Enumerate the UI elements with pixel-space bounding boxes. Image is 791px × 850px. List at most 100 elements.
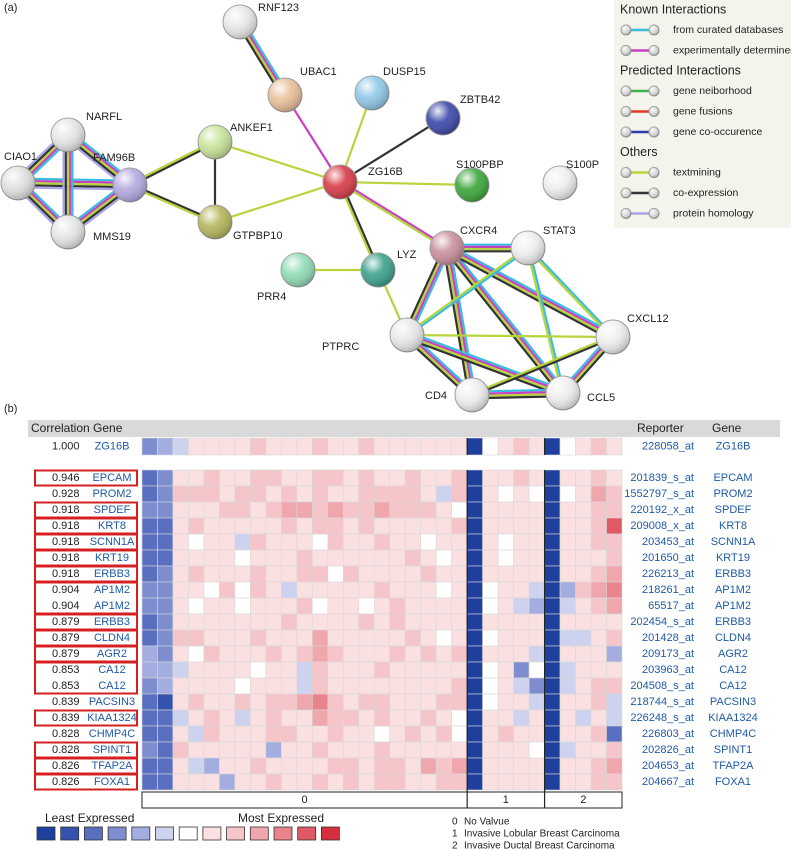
heat-cell bbox=[250, 741, 267, 759]
heat-cell bbox=[528, 645, 545, 663]
correlation: 0.879 bbox=[52, 616, 80, 628]
header-left: Correlation Gene bbox=[31, 421, 123, 435]
heat-cell bbox=[312, 469, 329, 487]
heat-cell bbox=[188, 517, 205, 535]
heat-cell bbox=[497, 629, 514, 647]
edge bbox=[525, 247, 564, 394]
heat-cell bbox=[575, 549, 592, 567]
heat-cell bbox=[513, 533, 530, 551]
heat-cell bbox=[296, 437, 313, 456]
heat-cell bbox=[590, 677, 607, 695]
reporter-gene: CHMP4C bbox=[710, 728, 757, 740]
heat-cell bbox=[606, 437, 623, 456]
heat-cell bbox=[544, 741, 561, 759]
heat-cell bbox=[559, 645, 576, 663]
reporter: 201650_at bbox=[642, 552, 694, 564]
heat-cell bbox=[219, 677, 236, 695]
heat-cell bbox=[559, 437, 576, 456]
node-shine bbox=[1, 166, 35, 200]
heat-cell bbox=[513, 709, 530, 727]
heat-cell bbox=[389, 709, 406, 727]
heat-cell bbox=[327, 629, 344, 647]
network-nodes: RNF123 UBAC1 DUSP15 ZBTB42 ANKEF1 NARFL CIAO1 F… bbox=[0, 2, 669, 413]
heat-cell bbox=[544, 757, 561, 775]
heat-cell bbox=[497, 661, 514, 679]
heat-cell bbox=[404, 725, 422, 743]
heat-cell bbox=[312, 693, 329, 711]
heat-cell bbox=[342, 757, 360, 775]
heat-cell bbox=[188, 629, 205, 647]
legend-label: gene fusions bbox=[673, 105, 733, 117]
heat-cell bbox=[141, 677, 158, 695]
heat-cell bbox=[404, 485, 422, 503]
heat-cell bbox=[435, 549, 452, 567]
heat-cell bbox=[575, 517, 592, 535]
heat-cell bbox=[404, 741, 422, 759]
heat-cell bbox=[389, 677, 406, 695]
gene: PACSIN3 bbox=[89, 696, 135, 708]
heat-cell bbox=[172, 581, 189, 599]
heat-cell bbox=[234, 485, 251, 503]
heat-cell bbox=[497, 533, 514, 551]
legend-ball-shine bbox=[621, 45, 631, 56]
heat-cell bbox=[513, 773, 530, 791]
heat-cell bbox=[327, 725, 344, 743]
heat-cell bbox=[497, 517, 514, 535]
heat-cell bbox=[219, 485, 236, 503]
heat-cell bbox=[172, 597, 189, 615]
legend-ball-shine bbox=[649, 188, 659, 198]
heat-cell bbox=[404, 709, 422, 727]
heat-cell bbox=[172, 725, 189, 743]
legend-ball-shine bbox=[649, 167, 659, 178]
legend-label: textmining bbox=[673, 166, 721, 178]
heat-cell bbox=[265, 501, 282, 519]
edge bbox=[447, 246, 615, 338]
heat-cell bbox=[373, 725, 391, 743]
heat-cell bbox=[451, 565, 468, 583]
heat-cell bbox=[606, 469, 623, 487]
heat-cell bbox=[451, 581, 468, 599]
scale-swatch bbox=[202, 826, 222, 841]
heat-cell bbox=[203, 661, 220, 679]
heat-cell bbox=[482, 613, 499, 631]
heat-cell bbox=[172, 645, 189, 663]
reporter-gene: SPINT1 bbox=[714, 744, 753, 756]
heat-cell bbox=[188, 437, 205, 456]
node-label: RNF123 bbox=[258, 2, 299, 14]
heat-cell bbox=[404, 533, 422, 551]
heat-cell bbox=[312, 581, 329, 599]
heat-cell bbox=[575, 629, 592, 647]
heat-cell bbox=[373, 565, 391, 583]
heat-cell bbox=[435, 517, 452, 535]
correlation: 0.828 bbox=[52, 744, 80, 756]
heat-cell bbox=[281, 549, 298, 567]
heat-cell bbox=[281, 517, 298, 535]
heat-cell bbox=[435, 677, 452, 695]
heat-cell bbox=[312, 645, 329, 663]
correlation: 0.918 bbox=[52, 552, 80, 564]
heat-cell bbox=[250, 629, 267, 647]
heat-cell bbox=[544, 565, 561, 583]
heat-cell bbox=[466, 533, 483, 551]
heat-cell bbox=[590, 645, 607, 663]
heat-cell bbox=[296, 709, 313, 727]
heat-cell bbox=[157, 645, 174, 663]
node-shine bbox=[511, 231, 545, 265]
heat-cell bbox=[312, 709, 329, 727]
node-shine bbox=[430, 231, 464, 265]
gene: CLDN4 bbox=[94, 632, 130, 644]
heat-cell bbox=[203, 741, 220, 759]
heat-cell bbox=[188, 469, 205, 487]
reporter: 218744_s_at bbox=[630, 696, 694, 708]
heat-cell bbox=[482, 677, 499, 695]
heat-cell bbox=[482, 725, 499, 743]
heat-cell bbox=[606, 645, 623, 663]
node-shine bbox=[268, 78, 302, 112]
heat-cell bbox=[234, 549, 251, 567]
reporter: 220192_x_at bbox=[630, 504, 694, 516]
heat-cell bbox=[234, 709, 251, 727]
heat-cell bbox=[373, 437, 391, 456]
heat-cell bbox=[590, 773, 607, 791]
legend-section-title: Others bbox=[620, 145, 658, 159]
heat-cell bbox=[203, 437, 220, 456]
